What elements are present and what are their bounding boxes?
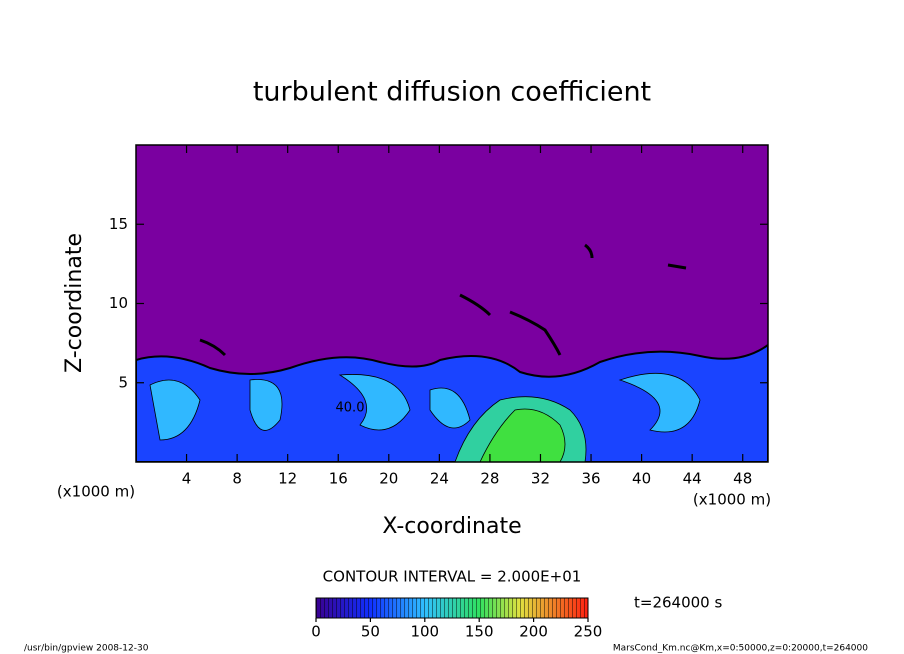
- contour-label: 40.0: [336, 401, 365, 416]
- contour-field: [136, 145, 768, 462]
- y-axis-label: Z-coordinate: [62, 233, 87, 373]
- x-tick-label: 48: [733, 470, 752, 488]
- y-tick-label: 15: [109, 215, 128, 233]
- y-tick-label: 10: [109, 294, 128, 312]
- x-tick-label: 44: [683, 470, 702, 488]
- x-unit-label: (x1000 m): [57, 483, 135, 501]
- colorbar-tick-label: 150: [465, 623, 494, 641]
- x-tick-label: 12: [278, 470, 297, 488]
- x-axis-label: X-coordinate: [382, 514, 521, 539]
- x-tick-label: 20: [379, 470, 398, 488]
- x-tick-label: 40: [632, 470, 651, 488]
- x-tick-label: 32: [531, 470, 550, 488]
- x-tick-label: 36: [581, 470, 600, 488]
- x-unit-label: (x1000 m): [693, 491, 771, 509]
- colorbar-tick-label: 50: [361, 623, 380, 641]
- colorbar-tick-label: 100: [410, 623, 439, 641]
- y-tick-label: 5: [118, 373, 128, 391]
- colorbar-tick-label: 200: [519, 623, 548, 641]
- time-label: t=264000 s: [634, 594, 722, 612]
- x-tick-label: 16: [329, 470, 348, 488]
- contour-interval: CONTOUR INTERVAL = 2.000E+01: [323, 568, 582, 586]
- x-tick-label: 24: [430, 470, 449, 488]
- colorbar-frame: [315, 597, 589, 619]
- chart-title: turbulent diffusion coefficient: [253, 77, 651, 108]
- footer-right: MarsCond_Km.nc@Km,x=0:50000,z=0:20000,t=…: [613, 644, 868, 654]
- colorbar-tick-label: 250: [574, 623, 603, 641]
- x-tick-label: 8: [232, 470, 242, 488]
- x-tick-label: 4: [182, 470, 192, 488]
- colorbar-tick-label: 0: [311, 623, 321, 641]
- x-tick-label: 28: [480, 470, 499, 488]
- footer-left: /usr/bin/gpview 2008-12-30: [24, 644, 149, 654]
